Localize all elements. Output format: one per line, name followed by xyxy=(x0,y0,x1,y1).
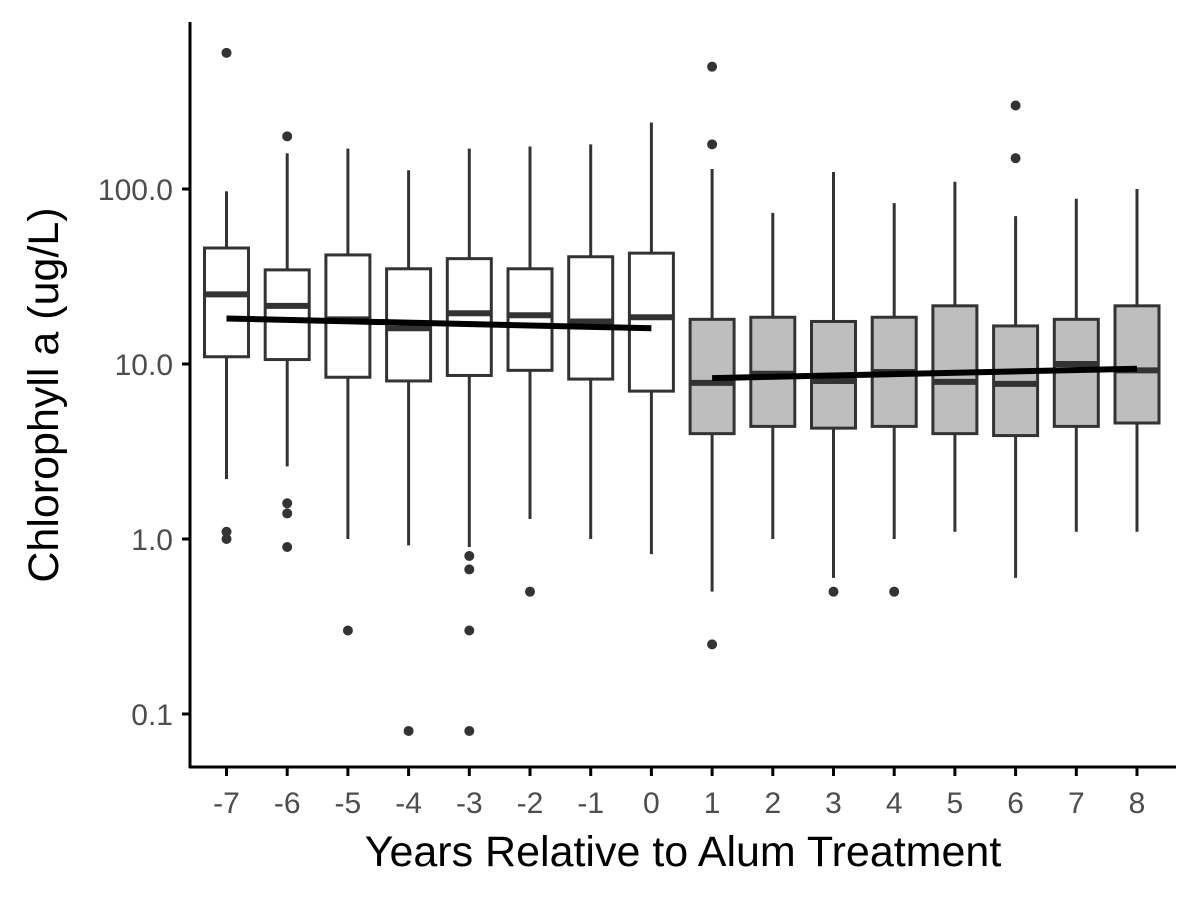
outlier-point xyxy=(403,725,414,736)
x-tick-label: 6 xyxy=(1007,787,1024,820)
box-group-4 xyxy=(870,203,918,597)
outlier-point xyxy=(282,542,293,553)
outlier-point xyxy=(464,625,475,636)
x-tick-label: -2 xyxy=(517,787,544,820)
outlier-point xyxy=(707,61,718,72)
outlier-point xyxy=(464,550,475,561)
box-group-6 xyxy=(992,100,1040,578)
y-axis-ticks: 0.1 1.0 10.0 100.0 xyxy=(98,174,190,732)
x-tick-label: -4 xyxy=(395,787,422,820)
outlier-point xyxy=(221,534,232,544)
outlier-point xyxy=(342,625,353,636)
x-tick-label: -1 xyxy=(577,787,604,820)
x-tick-label: 2 xyxy=(764,787,781,820)
plot-area xyxy=(203,47,1161,736)
box-iqr xyxy=(203,246,250,359)
box-group-3 xyxy=(810,172,857,597)
box-iqr xyxy=(627,251,675,393)
outlier-point xyxy=(464,564,475,575)
box-group--1 xyxy=(567,144,615,539)
outlier-point xyxy=(221,47,232,58)
outlier-point xyxy=(464,725,475,736)
x-tick-label: 1 xyxy=(704,787,721,820)
box-iqr xyxy=(506,267,554,372)
x-tick-label: 0 xyxy=(643,787,660,820)
x-tick-label: 7 xyxy=(1068,787,1085,820)
outlier-point xyxy=(221,526,232,537)
box-group-7 xyxy=(1052,198,1100,532)
y-tick-label: 10.0 xyxy=(115,349,173,382)
box-group-0 xyxy=(627,122,675,555)
outlier-point xyxy=(282,498,293,509)
outlier-point xyxy=(889,586,900,597)
box-group--2 xyxy=(506,146,554,597)
box-iqr xyxy=(992,324,1040,438)
box-group--7 xyxy=(203,47,250,544)
x-tick-label: -3 xyxy=(456,787,483,820)
box-iqr xyxy=(1113,304,1161,425)
box-iqr xyxy=(324,253,372,379)
outlier-point xyxy=(282,131,293,142)
box-iqr xyxy=(567,255,615,381)
box-group-5 xyxy=(931,181,979,532)
x-tick-label: 3 xyxy=(825,787,842,820)
box-group--3 xyxy=(445,148,493,736)
x-tick-label: -5 xyxy=(335,787,362,820)
x-tick-label: 4 xyxy=(886,787,903,820)
y-axis-title: Chlorophyll a (ug/L) xyxy=(20,207,68,582)
box-group--6 xyxy=(263,131,311,553)
box-iqr xyxy=(263,268,311,362)
box-group--4 xyxy=(385,170,433,736)
box-group--5 xyxy=(324,148,372,636)
trend-line-post xyxy=(712,365,1138,382)
box-group-1 xyxy=(688,61,736,650)
outlier-point xyxy=(1010,100,1021,111)
x-axis-title: Years Relative to Alum Treatment xyxy=(365,828,1002,876)
outlier-point xyxy=(828,586,839,597)
box-group-8 xyxy=(1113,189,1161,532)
x-tick-label: 8 xyxy=(1129,787,1146,820)
x-tick-label: 5 xyxy=(947,787,964,820)
y-tick-label: 0.1 xyxy=(131,699,173,732)
box-iqr xyxy=(445,257,493,377)
axes: 0.1 1.0 10.0 100.0 -7 -6 -5 -4 -3 -2 -1 0 1 2 3 4 5 6 7 8 xyxy=(98,22,1176,820)
outlier-point xyxy=(525,586,535,597)
y-tick-label: 100.0 xyxy=(98,174,173,207)
box-group-2 xyxy=(749,212,797,539)
x-tick-label: -6 xyxy=(274,787,301,820)
outlier-point xyxy=(282,508,293,519)
trend-line-pre xyxy=(226,315,652,332)
y-tick-label: 1.0 xyxy=(131,524,173,557)
outlier-point xyxy=(1010,153,1021,164)
x-axis-ticks: -7 -6 -5 -4 -3 -2 -1 0 1 2 3 4 5 6 7 8 xyxy=(213,768,1145,820)
outlier-point xyxy=(707,139,718,150)
x-tick-label: -7 xyxy=(213,787,240,820)
outlier-point xyxy=(707,639,718,650)
